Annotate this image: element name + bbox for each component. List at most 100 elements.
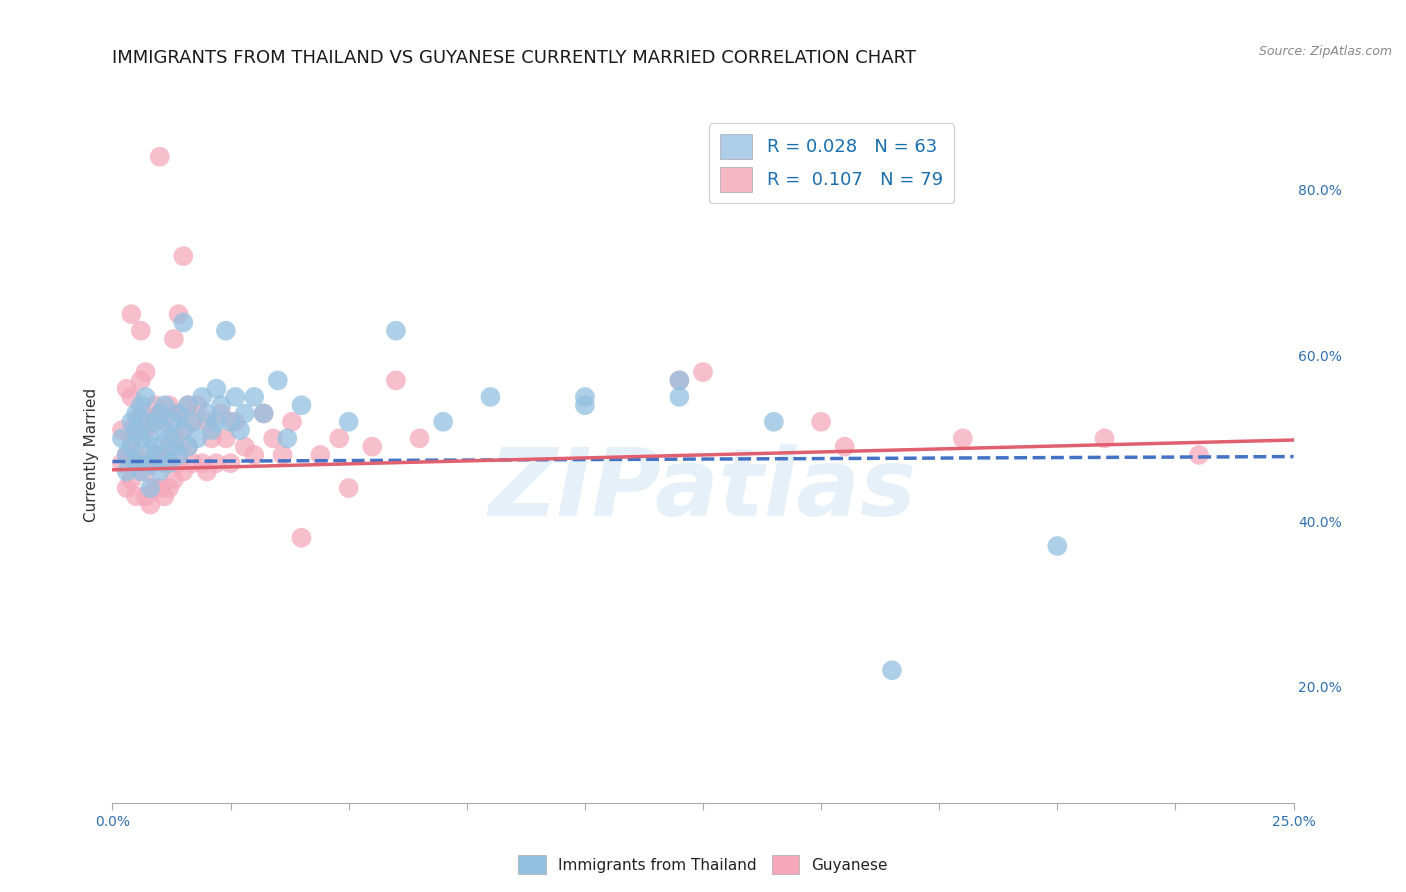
Point bbox=[111, 423, 134, 437]
Point bbox=[125, 407, 148, 421]
Point bbox=[762, 415, 785, 429]
Point bbox=[143, 415, 166, 429]
Point bbox=[574, 398, 596, 412]
Point bbox=[668, 373, 690, 387]
Point bbox=[157, 398, 180, 412]
Point bbox=[111, 431, 134, 445]
Point bbox=[163, 440, 186, 454]
Point bbox=[172, 249, 194, 263]
Point bbox=[125, 456, 148, 470]
Point bbox=[233, 407, 256, 421]
Point bbox=[952, 431, 974, 445]
Point bbox=[337, 481, 360, 495]
Point bbox=[153, 423, 176, 437]
Point bbox=[385, 373, 408, 387]
Point bbox=[172, 315, 194, 329]
Point bbox=[149, 407, 172, 421]
Text: Source: ZipAtlas.com: Source: ZipAtlas.com bbox=[1258, 45, 1392, 58]
Point bbox=[243, 448, 266, 462]
Point bbox=[209, 398, 232, 412]
Point bbox=[115, 448, 138, 462]
Point bbox=[135, 465, 157, 479]
Point bbox=[243, 390, 266, 404]
Point bbox=[135, 448, 157, 462]
Point bbox=[139, 456, 162, 470]
Point bbox=[186, 398, 208, 412]
Point bbox=[149, 481, 172, 495]
Point bbox=[172, 423, 194, 437]
Point bbox=[1188, 448, 1211, 462]
Point bbox=[120, 390, 142, 404]
Point bbox=[157, 481, 180, 495]
Point bbox=[135, 415, 157, 429]
Point bbox=[219, 456, 242, 470]
Point bbox=[125, 423, 148, 437]
Point bbox=[163, 473, 186, 487]
Point bbox=[205, 456, 228, 470]
Point bbox=[129, 324, 152, 338]
Point bbox=[149, 448, 172, 462]
Point bbox=[224, 415, 246, 429]
Point bbox=[267, 373, 290, 387]
Point bbox=[115, 382, 138, 396]
Point bbox=[157, 440, 180, 454]
Point bbox=[129, 465, 152, 479]
Point bbox=[139, 481, 162, 495]
Legend: R = 0.028   N = 63, R =  0.107   N = 79: R = 0.028 N = 63, R = 0.107 N = 79 bbox=[709, 123, 953, 203]
Point bbox=[139, 415, 162, 429]
Point bbox=[191, 456, 214, 470]
Point bbox=[195, 415, 218, 429]
Point bbox=[692, 365, 714, 379]
Point bbox=[115, 448, 138, 462]
Point bbox=[337, 415, 360, 429]
Point bbox=[177, 398, 200, 412]
Point bbox=[135, 365, 157, 379]
Point bbox=[1094, 431, 1116, 445]
Point bbox=[167, 448, 190, 462]
Point bbox=[120, 473, 142, 487]
Point bbox=[201, 431, 224, 445]
Point bbox=[125, 415, 148, 429]
Point bbox=[129, 456, 152, 470]
Point bbox=[253, 407, 276, 421]
Point bbox=[281, 415, 304, 429]
Point bbox=[129, 373, 152, 387]
Point bbox=[167, 307, 190, 321]
Point bbox=[135, 390, 157, 404]
Point bbox=[290, 531, 312, 545]
Point bbox=[157, 456, 180, 470]
Point bbox=[229, 423, 252, 437]
Point bbox=[668, 373, 690, 387]
Point bbox=[153, 456, 176, 470]
Point bbox=[219, 415, 242, 429]
Point bbox=[262, 431, 284, 445]
Point bbox=[139, 431, 162, 445]
Point bbox=[115, 481, 138, 495]
Point bbox=[233, 440, 256, 454]
Point bbox=[153, 415, 176, 429]
Point bbox=[276, 431, 298, 445]
Point bbox=[143, 440, 166, 454]
Point bbox=[163, 332, 186, 346]
Point bbox=[181, 415, 204, 429]
Point bbox=[177, 440, 200, 454]
Point bbox=[149, 465, 172, 479]
Point bbox=[120, 440, 142, 454]
Text: ZIPatlas: ZIPatlas bbox=[489, 443, 917, 536]
Point bbox=[120, 415, 142, 429]
Point bbox=[129, 407, 152, 421]
Point bbox=[574, 390, 596, 404]
Point bbox=[215, 324, 238, 338]
Point bbox=[129, 398, 152, 412]
Point bbox=[135, 423, 157, 437]
Point bbox=[120, 307, 142, 321]
Y-axis label: Currently Married: Currently Married bbox=[83, 388, 98, 522]
Point bbox=[157, 431, 180, 445]
Point bbox=[290, 398, 312, 412]
Point bbox=[309, 448, 332, 462]
Point bbox=[1046, 539, 1069, 553]
Point bbox=[215, 431, 238, 445]
Text: IMMIGRANTS FROM THAILAND VS GUYANESE CURRENTLY MARRIED CORRELATION CHART: IMMIGRANTS FROM THAILAND VS GUYANESE CUR… bbox=[112, 49, 917, 67]
Point bbox=[129, 431, 152, 445]
Point bbox=[139, 456, 162, 470]
